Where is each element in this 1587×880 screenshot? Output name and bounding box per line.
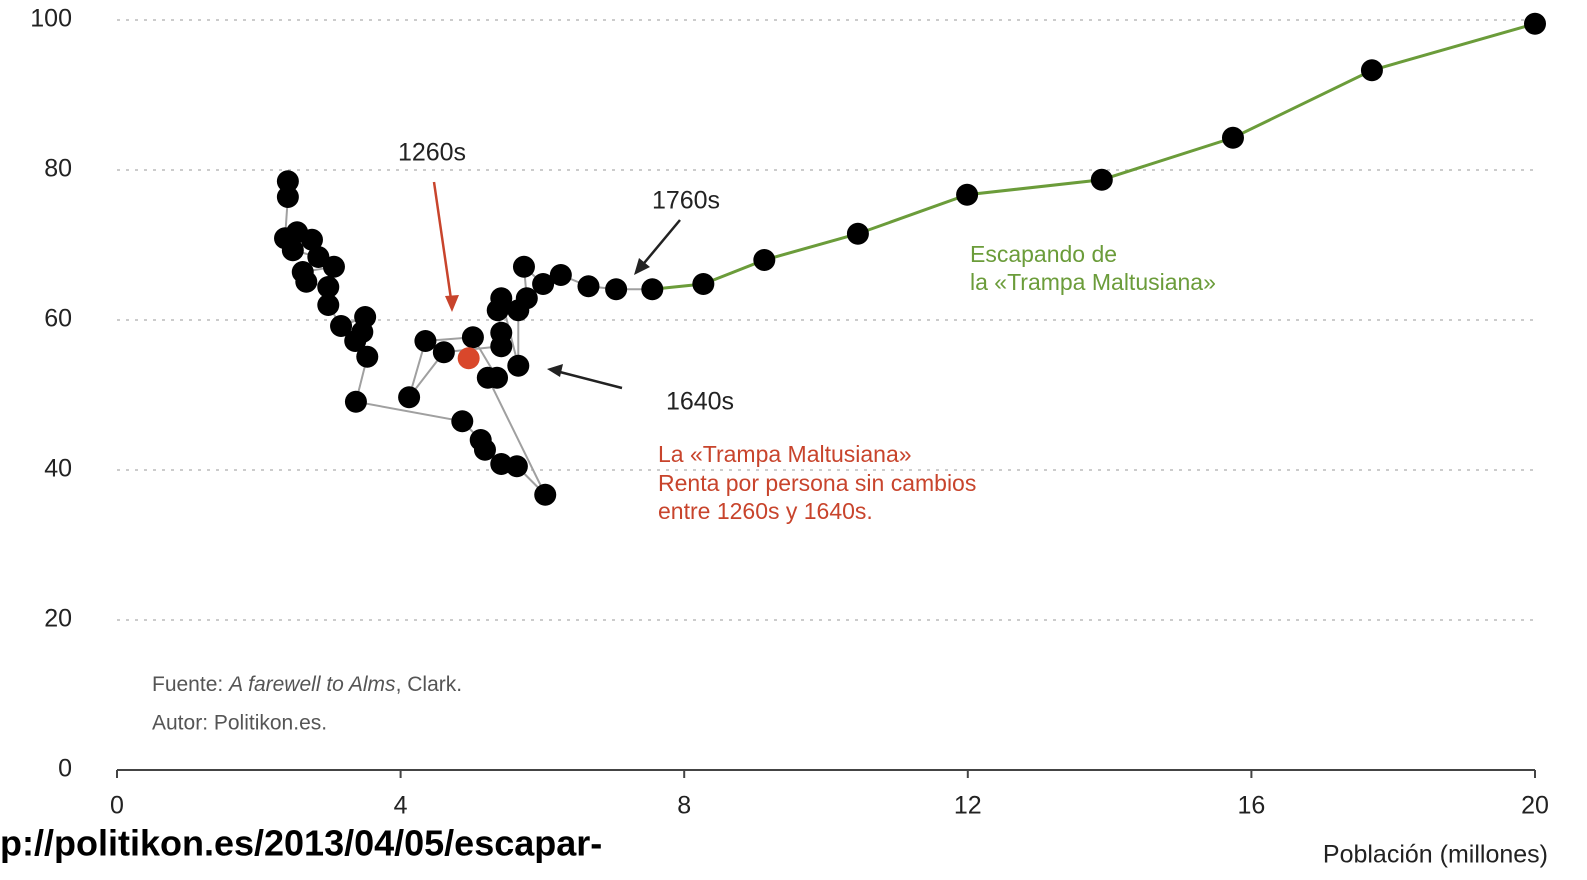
arrow (639, 219, 681, 269)
point (451, 410, 474, 433)
source-work: A farewell to Alms (227, 673, 396, 696)
series-line (702, 22, 1536, 286)
author: Autor: Politikon.es. (152, 712, 327, 735)
y-tick-label: 40 (44, 455, 72, 483)
annotation: 1260s (398, 139, 466, 167)
point (577, 275, 600, 298)
point (281, 239, 304, 262)
point (532, 273, 555, 295)
annotation: Escapando de (970, 241, 1117, 267)
point (549, 264, 572, 286)
point (507, 354, 530, 377)
arrow (555, 369, 623, 390)
point (432, 341, 455, 364)
point (846, 222, 869, 245)
source-suffix: , Clark. (396, 673, 463, 696)
point (398, 386, 421, 409)
arrow (432, 181, 454, 307)
x-tick-label: 4 (394, 792, 408, 820)
source-prefix: Fuente: (152, 673, 229, 696)
point (490, 321, 513, 344)
arrow-head (634, 258, 650, 275)
point (534, 483, 557, 506)
annotation: 1640s (666, 388, 734, 416)
point (414, 330, 437, 352)
point (330, 315, 353, 337)
point (490, 287, 513, 310)
point (753, 249, 776, 271)
point (1524, 12, 1546, 35)
x-tick-label: 8 (677, 792, 691, 820)
point (344, 330, 367, 352)
point (486, 366, 509, 389)
point (344, 390, 367, 413)
point (473, 438, 496, 461)
point (1221, 126, 1244, 149)
point (515, 287, 538, 310)
x-tick-label: 12 (954, 792, 982, 820)
point (317, 294, 340, 316)
points (274, 12, 1546, 506)
annotation: Renta por persona sin cambios (658, 470, 976, 496)
y-tick-label: 20 (44, 605, 72, 633)
point (512, 255, 535, 278)
point (1360, 59, 1383, 82)
x-tick-label: 16 (1237, 792, 1265, 820)
point (692, 273, 715, 295)
point (641, 278, 664, 301)
point (461, 326, 484, 349)
y-tick-label: 80 (44, 155, 72, 183)
annotation: La «Trampa Maltusiana» (658, 441, 912, 467)
arrows (432, 181, 681, 390)
y-tick-label: 0 (58, 755, 72, 783)
y-tick-label: 60 (44, 305, 72, 333)
point (1090, 168, 1113, 191)
annotation: 1760s (652, 187, 720, 215)
y-tick-label: 100 (30, 5, 72, 33)
point (295, 270, 318, 293)
point (356, 345, 379, 368)
source: Fuente: A farewell to Alms, Clark. (152, 673, 462, 696)
x-tick-label: 20 (1521, 792, 1549, 820)
point (457, 347, 480, 370)
annotation: la «Trampa Maltusiana» (970, 269, 1216, 295)
url: p://politikon.es/2013/04/05/escapar- (0, 823, 602, 864)
point (505, 455, 528, 478)
x-tick-label: 0 (110, 792, 124, 820)
point (322, 255, 345, 278)
grid: 0 20 40 60 80 100 0 4 8 12 16 20 (30, 5, 1549, 820)
point (956, 183, 979, 206)
point (605, 278, 628, 301)
point (276, 170, 299, 193)
point (317, 276, 340, 298)
arrow-head (445, 295, 459, 312)
point (300, 228, 323, 251)
point (276, 186, 299, 208)
arrow-head (547, 364, 563, 377)
annotation: entre 1260s y 1640s. (658, 498, 873, 524)
x-axis-label: Población (millones) (1323, 841, 1548, 869)
